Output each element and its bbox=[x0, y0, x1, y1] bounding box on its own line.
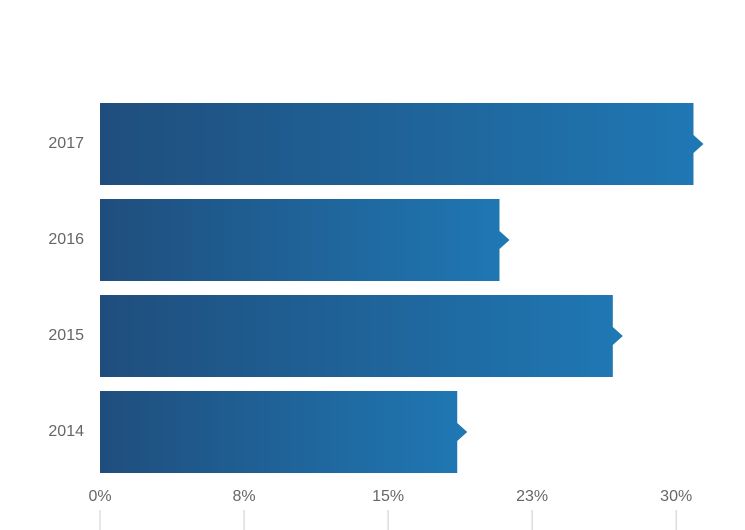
y-tick-label: 2014 bbox=[48, 423, 84, 440]
x-tick-label: 23% bbox=[516, 488, 548, 505]
y-tick-label: 2017 bbox=[48, 135, 84, 152]
bar bbox=[100, 295, 623, 377]
x-tick-label: 30% bbox=[660, 488, 692, 505]
bar bbox=[100, 199, 510, 281]
bar bbox=[100, 103, 704, 185]
x-tick-label: 0% bbox=[88, 488, 111, 505]
x-tick-label: 8% bbox=[232, 488, 255, 505]
bar bbox=[100, 391, 468, 473]
y-tick-label: 2016 bbox=[48, 231, 84, 248]
y-tick-label: 2015 bbox=[48, 327, 84, 344]
x-tick-label: 15% bbox=[372, 488, 404, 505]
